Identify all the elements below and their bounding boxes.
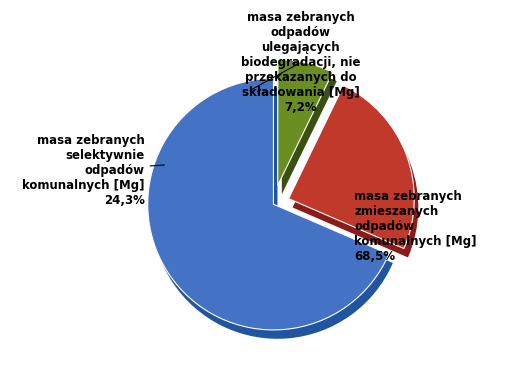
Wedge shape bbox=[152, 87, 393, 339]
Wedge shape bbox=[289, 85, 414, 249]
Wedge shape bbox=[278, 60, 333, 185]
Text: masa zebranych
zmieszanych
odpadów
komunalnych [Mg]
68,5%: masa zebranych zmieszanych odpadów komun… bbox=[354, 190, 477, 263]
Wedge shape bbox=[282, 68, 337, 194]
Wedge shape bbox=[148, 78, 389, 330]
Text: masa zebranych
selektywnie
odpadów
komunalnych [Mg]
24,3%: masa zebranych selektywnie odpadów komun… bbox=[22, 134, 165, 207]
Text: masa zebranych
odpadów
ulegających
biodegradacji, nie
przekazanych do
składowani: masa zebranych odpadów ulegających biode… bbox=[241, 11, 361, 114]
Wedge shape bbox=[293, 94, 418, 258]
